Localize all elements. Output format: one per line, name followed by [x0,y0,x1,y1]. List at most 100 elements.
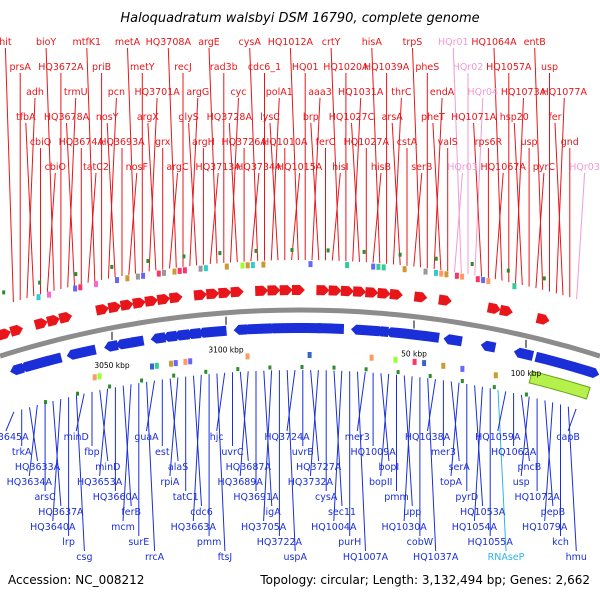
gene-label: adh [26,87,44,98]
category-swatch [412,358,417,365]
gene-label: pcn [108,87,125,98]
marker [236,367,240,372]
gene-label: HQ3663A [171,522,217,533]
gene-label: HQ1038A [405,432,451,443]
gene-arrow [360,325,380,337]
category-swatch [97,373,102,380]
gene-label: argX [137,112,160,123]
label-connector [412,47,421,268]
gene-arrow [389,289,403,300]
label-connector [107,97,117,279]
category-swatch [475,276,480,283]
marker [218,251,222,256]
category-swatch [154,362,159,369]
gene-arrow [325,323,345,334]
category-swatch [460,273,465,280]
gene-label: argH [192,137,215,148]
gene-arrow [104,340,119,352]
gene-label: HQ1020A [323,62,369,73]
category-swatch [345,262,350,269]
gene-arrow [480,340,497,353]
gene-label: purH [338,537,361,548]
gene-arrow [233,324,248,335]
gene-arrow [125,335,145,348]
marker [268,365,272,370]
gene-label: uspA [283,552,307,563]
marker [110,264,114,269]
gene-label: pncB [518,462,542,473]
gene-label: HQ1015A [277,162,323,173]
category-swatch [125,275,130,282]
label-connector [45,47,55,291]
label-connector [452,47,462,274]
label-connector [66,122,75,286]
label-connector [356,372,366,432]
category-swatch [371,263,376,270]
label-connector [554,122,564,296]
gene-label: ftsJ [218,552,233,563]
gene-label: hmu [566,552,587,563]
marker [74,272,78,277]
category-swatch [486,278,491,285]
gene-label: polA1 [266,87,293,98]
gene-label: HQ1057A [486,62,532,73]
gene-label: recJ [174,62,192,73]
marker [108,384,112,389]
label-connector [99,388,109,477]
label-connector [26,97,36,299]
gene-label: uvrB [292,447,314,458]
gene-label: HQ1009A [350,447,396,458]
label-connector [432,122,442,271]
gene-arrow [365,287,379,298]
marker [434,256,438,261]
category-swatch [183,358,188,365]
category-swatch [198,265,203,272]
gene-arrow [58,312,73,324]
gene-label: rpiA [160,477,180,488]
gene-arrow [328,285,342,296]
category-swatch [36,294,41,301]
category-swatch [460,365,465,372]
label-connector [289,47,299,261]
gene-label: HQ3724A [264,432,310,443]
gene-label: HQ1007A [343,552,389,563]
label-connector [372,172,382,263]
gene-label: usp [541,62,558,73]
gene-arrow [340,285,354,297]
category-swatch [423,268,428,275]
category-swatch [169,360,174,367]
label-connector [433,97,443,270]
label-connector [497,389,507,552]
category-swatch [250,262,255,269]
gene-label: HQ3691A [233,492,279,503]
gene-label: capB [556,432,580,443]
gene-label: mer3 [345,432,370,443]
gene-label: HQ3732A [288,477,334,488]
gene-arrow [197,326,214,338]
category-swatch [92,374,97,381]
gene-arrow [413,291,428,303]
gene-arrow [438,294,452,306]
gene-label: HQ1004A [311,522,357,533]
gene-arrow [156,294,171,305]
label-connector [515,97,524,284]
label-connector [263,370,273,522]
category-swatch [188,358,193,365]
marker [460,379,464,383]
label-connector [494,172,504,280]
marker [542,276,546,281]
label-connector [216,373,226,552]
gene-arrow [499,304,513,317]
gene-label: crtY [322,37,341,48]
gene-label: hisA [362,37,383,48]
label-connector [286,370,296,552]
gene-label: HQ1055A [468,537,514,548]
label-connector [75,395,85,552]
label-connector [75,393,85,432]
gene-label: HQ3728A [207,112,253,123]
gene-label: hit [0,37,12,48]
gene-label: hjc [210,432,224,443]
gene-label: HQ1079A [522,522,568,533]
gene-arrow [144,295,158,307]
gene-label: serA [449,462,471,473]
